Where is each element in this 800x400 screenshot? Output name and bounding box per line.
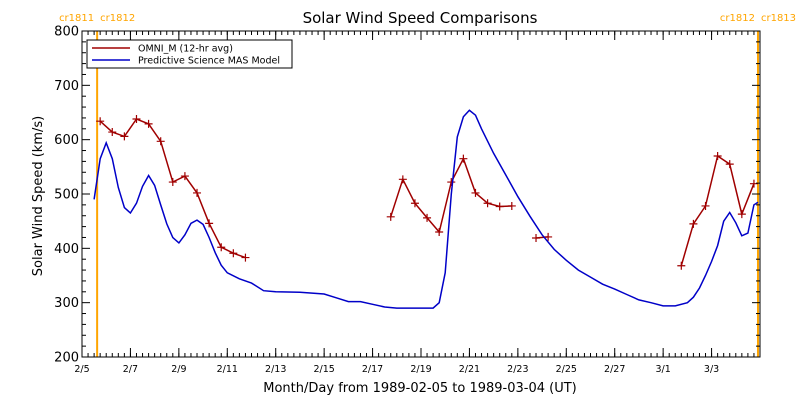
chart-title: Solar Wind Speed Comparisons — [303, 9, 538, 27]
x-tick-label: 2/7 — [123, 364, 138, 375]
data-point-omni — [241, 253, 250, 262]
data-point-omni — [544, 232, 553, 241]
carrington-label-before: cr1811 — [59, 13, 94, 24]
data-point-omni — [507, 201, 516, 210]
carrington-label-after: cr1813 — [761, 13, 796, 24]
data-point-omni — [217, 243, 226, 252]
x-tick-label: 2/25 — [556, 364, 577, 375]
data-point-omni — [459, 154, 468, 163]
data-point-omni — [144, 119, 153, 128]
carrington-label-after: cr1812 — [100, 13, 135, 24]
y-tick-label: 600 — [54, 133, 79, 148]
data-point-omni — [205, 219, 214, 228]
x-tick-label: 3/3 — [704, 364, 719, 375]
y-tick-label: 800 — [54, 25, 79, 40]
data-point-omni — [689, 219, 698, 228]
series-line-omni — [680, 154, 755, 266]
y-axis-label: Solar Wind Speed (km/s) — [31, 116, 46, 276]
data-point-omni — [483, 199, 492, 208]
y-tick-label: 200 — [54, 351, 79, 366]
x-tick-label: 2/27 — [604, 364, 625, 375]
x-tick-label: 2/17 — [362, 364, 383, 375]
data-point-omni — [532, 234, 541, 243]
carrington-label-before: cr1812 — [720, 13, 755, 24]
data-point-omni — [737, 210, 746, 219]
data-point-omni — [398, 175, 407, 184]
data-point-omni — [677, 261, 686, 270]
x-tick-label: 2/23 — [507, 364, 528, 375]
data-point-omni — [701, 201, 710, 210]
data-point-omni — [108, 128, 117, 137]
x-tick-label: 3/1 — [655, 364, 670, 375]
data-point-omni — [410, 199, 419, 208]
legend-label-mas: Predictive Science MAS Model — [138, 56, 280, 67]
series-line-mas — [93, 109, 759, 309]
y-tick-label: 700 — [54, 79, 79, 94]
data-point-omni — [725, 160, 734, 169]
y-tick-label: 400 — [54, 242, 79, 257]
data-point-omni — [229, 249, 238, 258]
data-point-omni — [156, 137, 165, 146]
data-point-omni — [749, 179, 758, 188]
x-tick-label: 2/11 — [217, 364, 238, 375]
legend-label-omni: OMNI_M (12-hr avg) — [138, 44, 233, 55]
data-point-omni — [180, 172, 189, 181]
x-tick-label: 2/5 — [74, 364, 89, 375]
data-point-omni — [495, 202, 504, 211]
data-point-omni — [447, 178, 456, 187]
data-point-omni — [132, 115, 141, 124]
legend-box — [86, 39, 293, 69]
x-tick-label: 2/19 — [410, 364, 431, 375]
y-tick-label: 300 — [54, 296, 79, 311]
y-tick-label: 500 — [54, 188, 79, 203]
data-point-omni — [471, 188, 480, 197]
x-axis-label: Month/Day from 1989-02-05 to 1989-03-04 … — [263, 381, 576, 396]
x-tick-label: 2/15 — [313, 364, 334, 375]
data-point-omni — [423, 213, 432, 222]
series-layer — [93, 109, 759, 309]
axes: 200 300 400 500 600 700 800 2/5 2/7 2/9 2/11 2/13 2/… — [54, 25, 761, 375]
data-point-omni — [96, 117, 105, 126]
data-point-omni — [713, 151, 722, 160]
x-tick-label: 2/13 — [265, 364, 286, 375]
data-point-omni — [168, 178, 177, 187]
data-point-omni — [386, 212, 395, 221]
legend: OMNI_M (12-hr avg) Predictive Science MA… — [86, 39, 293, 69]
data-point-omni — [120, 132, 129, 141]
data-point-omni — [435, 228, 444, 237]
x-tick-label: 2/9 — [171, 364, 186, 375]
x-tick-label: 2/21 — [459, 364, 480, 375]
data-point-omni — [193, 188, 202, 197]
